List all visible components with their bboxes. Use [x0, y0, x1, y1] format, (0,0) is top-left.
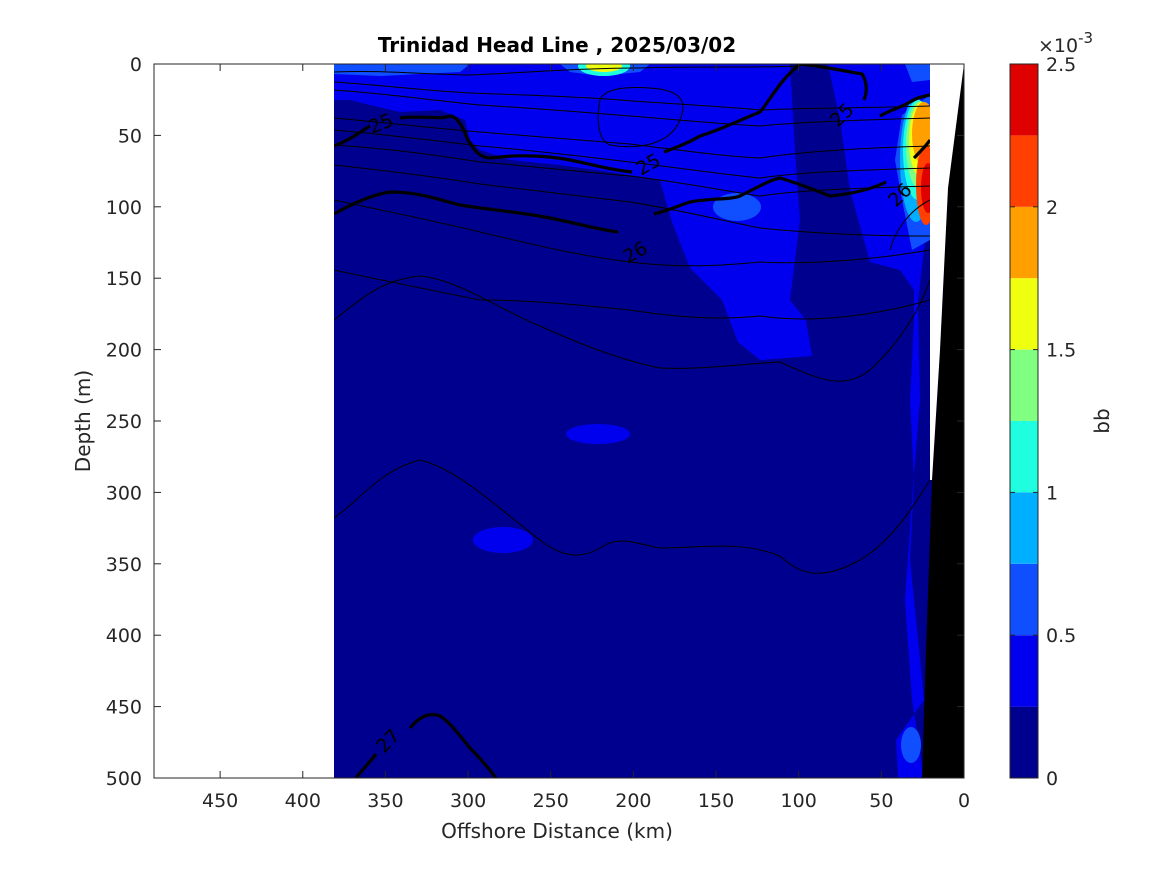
colorbar-exponent: ×10-3	[1038, 29, 1093, 57]
colorbar-swatch	[1010, 278, 1038, 350]
y-tick-label: 250	[106, 411, 142, 433]
x-tick-label: 100	[781, 790, 817, 812]
y-tick-label: 200	[106, 340, 142, 362]
y-tick-label: 50	[118, 125, 142, 147]
colorbar-swatch	[1010, 421, 1038, 493]
colorbar-box	[1009, 63, 1039, 779]
bb-low-tongue	[790, 64, 870, 320]
x-axis-label: Offshore Distance (km)	[441, 819, 673, 843]
colorbar-swatch	[1010, 492, 1038, 564]
density-contours-thin	[334, 65, 931, 574]
colorbar-swatches	[1010, 64, 1038, 778]
colorbar-swatch	[1010, 206, 1038, 279]
chart-title: Trinidad Head Line , 2025/03/02	[378, 33, 736, 57]
y-tick-label: 350	[106, 554, 142, 576]
x-tick-label: 300	[450, 790, 486, 812]
x-tick-label: 250	[533, 790, 569, 812]
x-tick-label: 400	[285, 790, 321, 812]
colorbar-tick-label: 1	[1046, 482, 1058, 504]
y-tick-label: 100	[106, 197, 142, 219]
colorbar-label: bb	[1090, 408, 1114, 433]
y-axis-ticks: 0 50 100 150 200 250 300 350 400 450 500	[106, 54, 964, 790]
colorbar-swatch	[1010, 706, 1038, 778]
shelf-bathymetry	[922, 64, 964, 778]
x-tick-label: 450	[202, 790, 238, 812]
colorbar-tick-label: 2	[1046, 197, 1058, 219]
nearshore-nodata	[930, 64, 964, 480]
x-tick-label: 150	[698, 790, 734, 812]
colorbar-tick-label: 1.5	[1046, 340, 1076, 362]
x-tick-label: 350	[367, 790, 403, 812]
colorbar-tick-label: 0.5	[1046, 625, 1076, 647]
x-tick-label: 0	[958, 790, 970, 812]
colorbar-swatch	[1010, 64, 1038, 136]
colorbar-tick-label: 2.5	[1046, 54, 1076, 76]
y-tick-label: 150	[106, 268, 142, 290]
bb-level-1-regions	[334, 64, 930, 778]
x-tick-label: 200	[615, 790, 651, 812]
density-contours-thick	[334, 64, 932, 778]
colorbar-ticks: 0 0.5 1 1.5 2 2.5	[1010, 54, 1076, 790]
x-axis-ticks: 450 400 350 300 250 200 150 100 50 0	[202, 64, 970, 812]
colorbar-tick-label: 0	[1046, 768, 1058, 790]
y-tick-label: 400	[106, 625, 142, 647]
colorbar-exponent-power: -3	[1078, 29, 1093, 47]
y-axis-label: Depth (m)	[71, 370, 95, 472]
surface-bloom-inner	[586, 64, 622, 72]
colorbar-swatch	[1010, 563, 1038, 636]
colorbar-swatch	[1010, 349, 1038, 421]
plot-area: 25 25 25 26 26 27	[334, 64, 964, 778]
colorbar-swatch	[1010, 135, 1038, 207]
y-tick-label: 450	[106, 697, 142, 719]
y-tick-label: 500	[106, 768, 142, 790]
nodata-offshore	[154, 64, 334, 778]
colorbar: 0 0.5 1 1.5 2 2.5 ×10-3 bb	[1009, 29, 1114, 790]
colorbar-exponent-base: ×10	[1038, 35, 1078, 57]
colorbar-swatch	[1010, 635, 1038, 707]
x-tick-label: 50	[869, 790, 893, 812]
y-tick-label: 300	[106, 482, 142, 504]
y-tick-label: 0	[130, 54, 142, 76]
